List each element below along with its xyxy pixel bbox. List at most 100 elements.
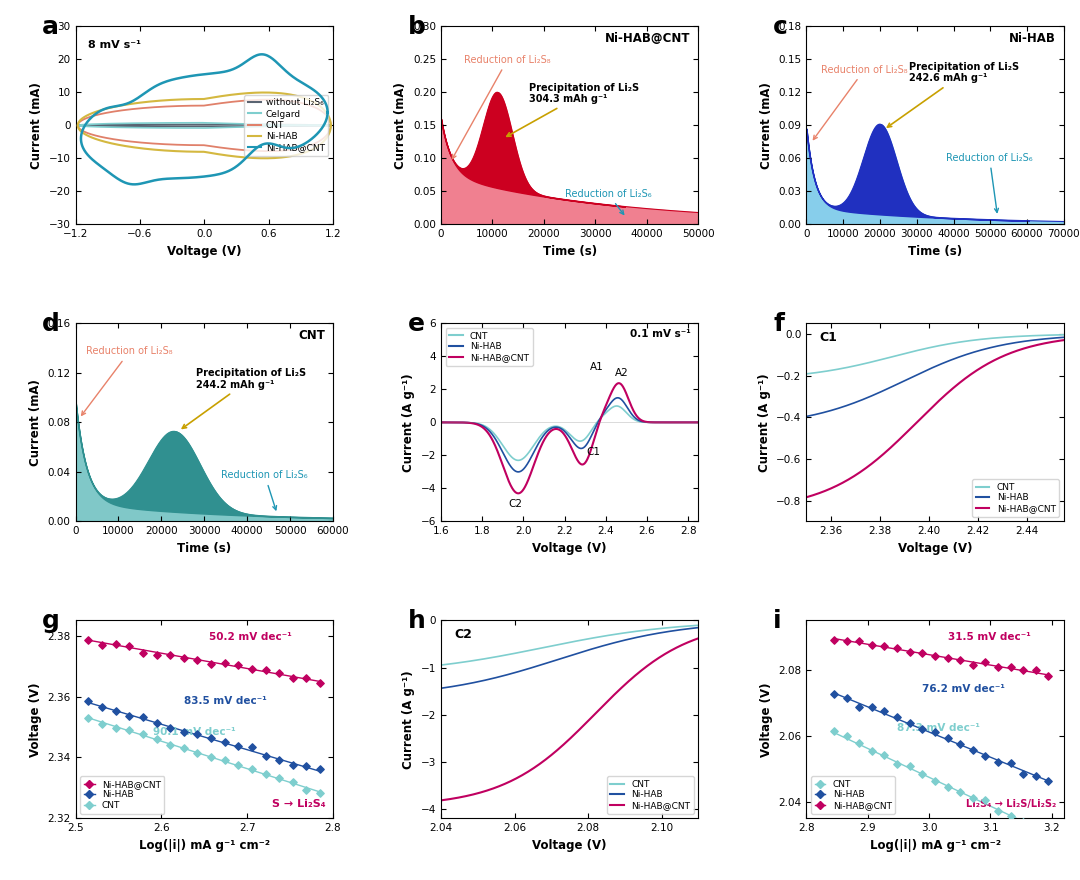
Point	[311, 786, 328, 800]
Point	[311, 762, 328, 776]
Point	[107, 704, 124, 718]
Y-axis label: Current (A g⁻¹): Current (A g⁻¹)	[402, 670, 415, 769]
Point	[298, 759, 315, 774]
Point	[889, 710, 906, 724]
Point	[298, 671, 315, 686]
Point	[976, 656, 994, 670]
Text: d: d	[42, 312, 60, 335]
Point	[284, 758, 301, 772]
Point	[121, 639, 138, 653]
Text: g: g	[42, 609, 60, 633]
Y-axis label: Current (mA): Current (mA)	[29, 379, 42, 466]
Point	[951, 653, 969, 667]
Text: Reduction of Li₂S₆: Reduction of Li₂S₆	[221, 470, 308, 510]
Point	[80, 694, 97, 708]
Point	[148, 731, 165, 745]
Point	[216, 656, 233, 670]
Point	[851, 700, 868, 714]
Point	[298, 783, 315, 797]
Text: 0.1 mV s⁻¹: 0.1 mV s⁻¹	[630, 329, 690, 340]
Legend: CNT, Ni-HAB, Ni-HAB@CNT: CNT, Ni-HAB, Ni-HAB@CNT	[446, 328, 532, 366]
Text: 8 mV s⁻¹: 8 mV s⁻¹	[89, 40, 141, 50]
Point	[202, 750, 219, 764]
Point	[939, 780, 956, 794]
Point	[271, 666, 288, 680]
Point	[230, 658, 247, 672]
Point	[951, 785, 969, 799]
Point	[271, 772, 288, 786]
Point	[914, 646, 931, 660]
Text: C2: C2	[509, 499, 522, 509]
Point	[889, 642, 906, 656]
Point	[1002, 809, 1020, 823]
Point	[243, 740, 260, 754]
Point	[175, 650, 192, 664]
Text: A2: A2	[616, 368, 629, 378]
Point	[284, 671, 301, 686]
Point	[134, 709, 151, 723]
Y-axis label: Current (A g⁻¹): Current (A g⁻¹)	[402, 373, 415, 472]
X-axis label: Voltage (V): Voltage (V)	[897, 542, 972, 554]
Point	[1014, 664, 1031, 678]
Text: C2: C2	[454, 628, 472, 642]
Y-axis label: Voltage (V): Voltage (V)	[760, 682, 773, 757]
Text: Reduction of Li₂S₈: Reduction of Li₂S₈	[813, 64, 908, 140]
Point	[230, 759, 247, 773]
Point	[825, 686, 842, 700]
Point	[876, 704, 893, 718]
Point	[162, 721, 179, 735]
Point	[148, 716, 165, 730]
Point	[189, 653, 206, 667]
Legend: Ni-HAB@CNT, Ni-HAB, CNT: Ni-HAB@CNT, Ni-HAB, CNT	[80, 776, 164, 814]
Point	[216, 752, 233, 766]
Text: Li₂S₄ → Li₂S/Li₂S₂: Li₂S₄ → Li₂S/Li₂S₂	[966, 798, 1056, 809]
Point	[94, 716, 111, 730]
Point	[989, 660, 1007, 674]
Point	[257, 663, 274, 677]
Point	[189, 727, 206, 741]
X-axis label: Voltage (V): Voltage (V)	[167, 245, 242, 258]
Text: Reduction of Li₂S₈: Reduction of Li₂S₈	[453, 55, 551, 158]
Point	[851, 634, 868, 648]
Point	[838, 691, 855, 705]
Text: S → Li₂S₄: S → Li₂S₄	[271, 798, 325, 809]
Point	[311, 676, 328, 690]
Point	[964, 743, 982, 757]
Point	[257, 749, 274, 763]
Point	[1002, 757, 1020, 771]
Point	[148, 648, 165, 662]
Point	[901, 645, 918, 659]
Point	[134, 727, 151, 741]
Point	[838, 729, 855, 743]
X-axis label: Voltage (V): Voltage (V)	[532, 839, 607, 852]
Point	[838, 634, 855, 649]
Point	[825, 633, 842, 647]
Point	[121, 709, 138, 723]
Point	[257, 767, 274, 781]
Point	[976, 793, 994, 807]
Point	[134, 647, 151, 661]
Text: Ni-HAB: Ni-HAB	[1009, 33, 1056, 46]
Text: C1: C1	[586, 447, 600, 458]
Y-axis label: Current (mA): Current (mA)	[394, 82, 407, 169]
Point	[964, 657, 982, 671]
Text: Ni-HAB@CNT: Ni-HAB@CNT	[605, 33, 690, 46]
Point	[889, 758, 906, 772]
Point	[189, 745, 206, 759]
Point	[951, 737, 969, 752]
Text: CNT: CNT	[298, 329, 325, 342]
Point	[863, 638, 880, 652]
Point	[901, 759, 918, 773]
Text: h: h	[407, 609, 426, 633]
Point	[121, 722, 138, 737]
Point	[243, 662, 260, 676]
Point	[989, 803, 1007, 818]
Text: a: a	[42, 14, 59, 39]
Point	[94, 700, 111, 714]
Text: Reduction of Li₂S₆: Reduction of Li₂S₆	[946, 152, 1032, 212]
Point	[94, 637, 111, 651]
Point	[863, 744, 880, 758]
Y-axis label: Current (mA): Current (mA)	[760, 82, 773, 169]
Text: 31.5 mV dec⁻¹: 31.5 mV dec⁻¹	[948, 633, 1030, 642]
X-axis label: Log(|i|) mA g⁻¹ cm⁻²: Log(|i|) mA g⁻¹ cm⁻²	[869, 839, 1001, 852]
